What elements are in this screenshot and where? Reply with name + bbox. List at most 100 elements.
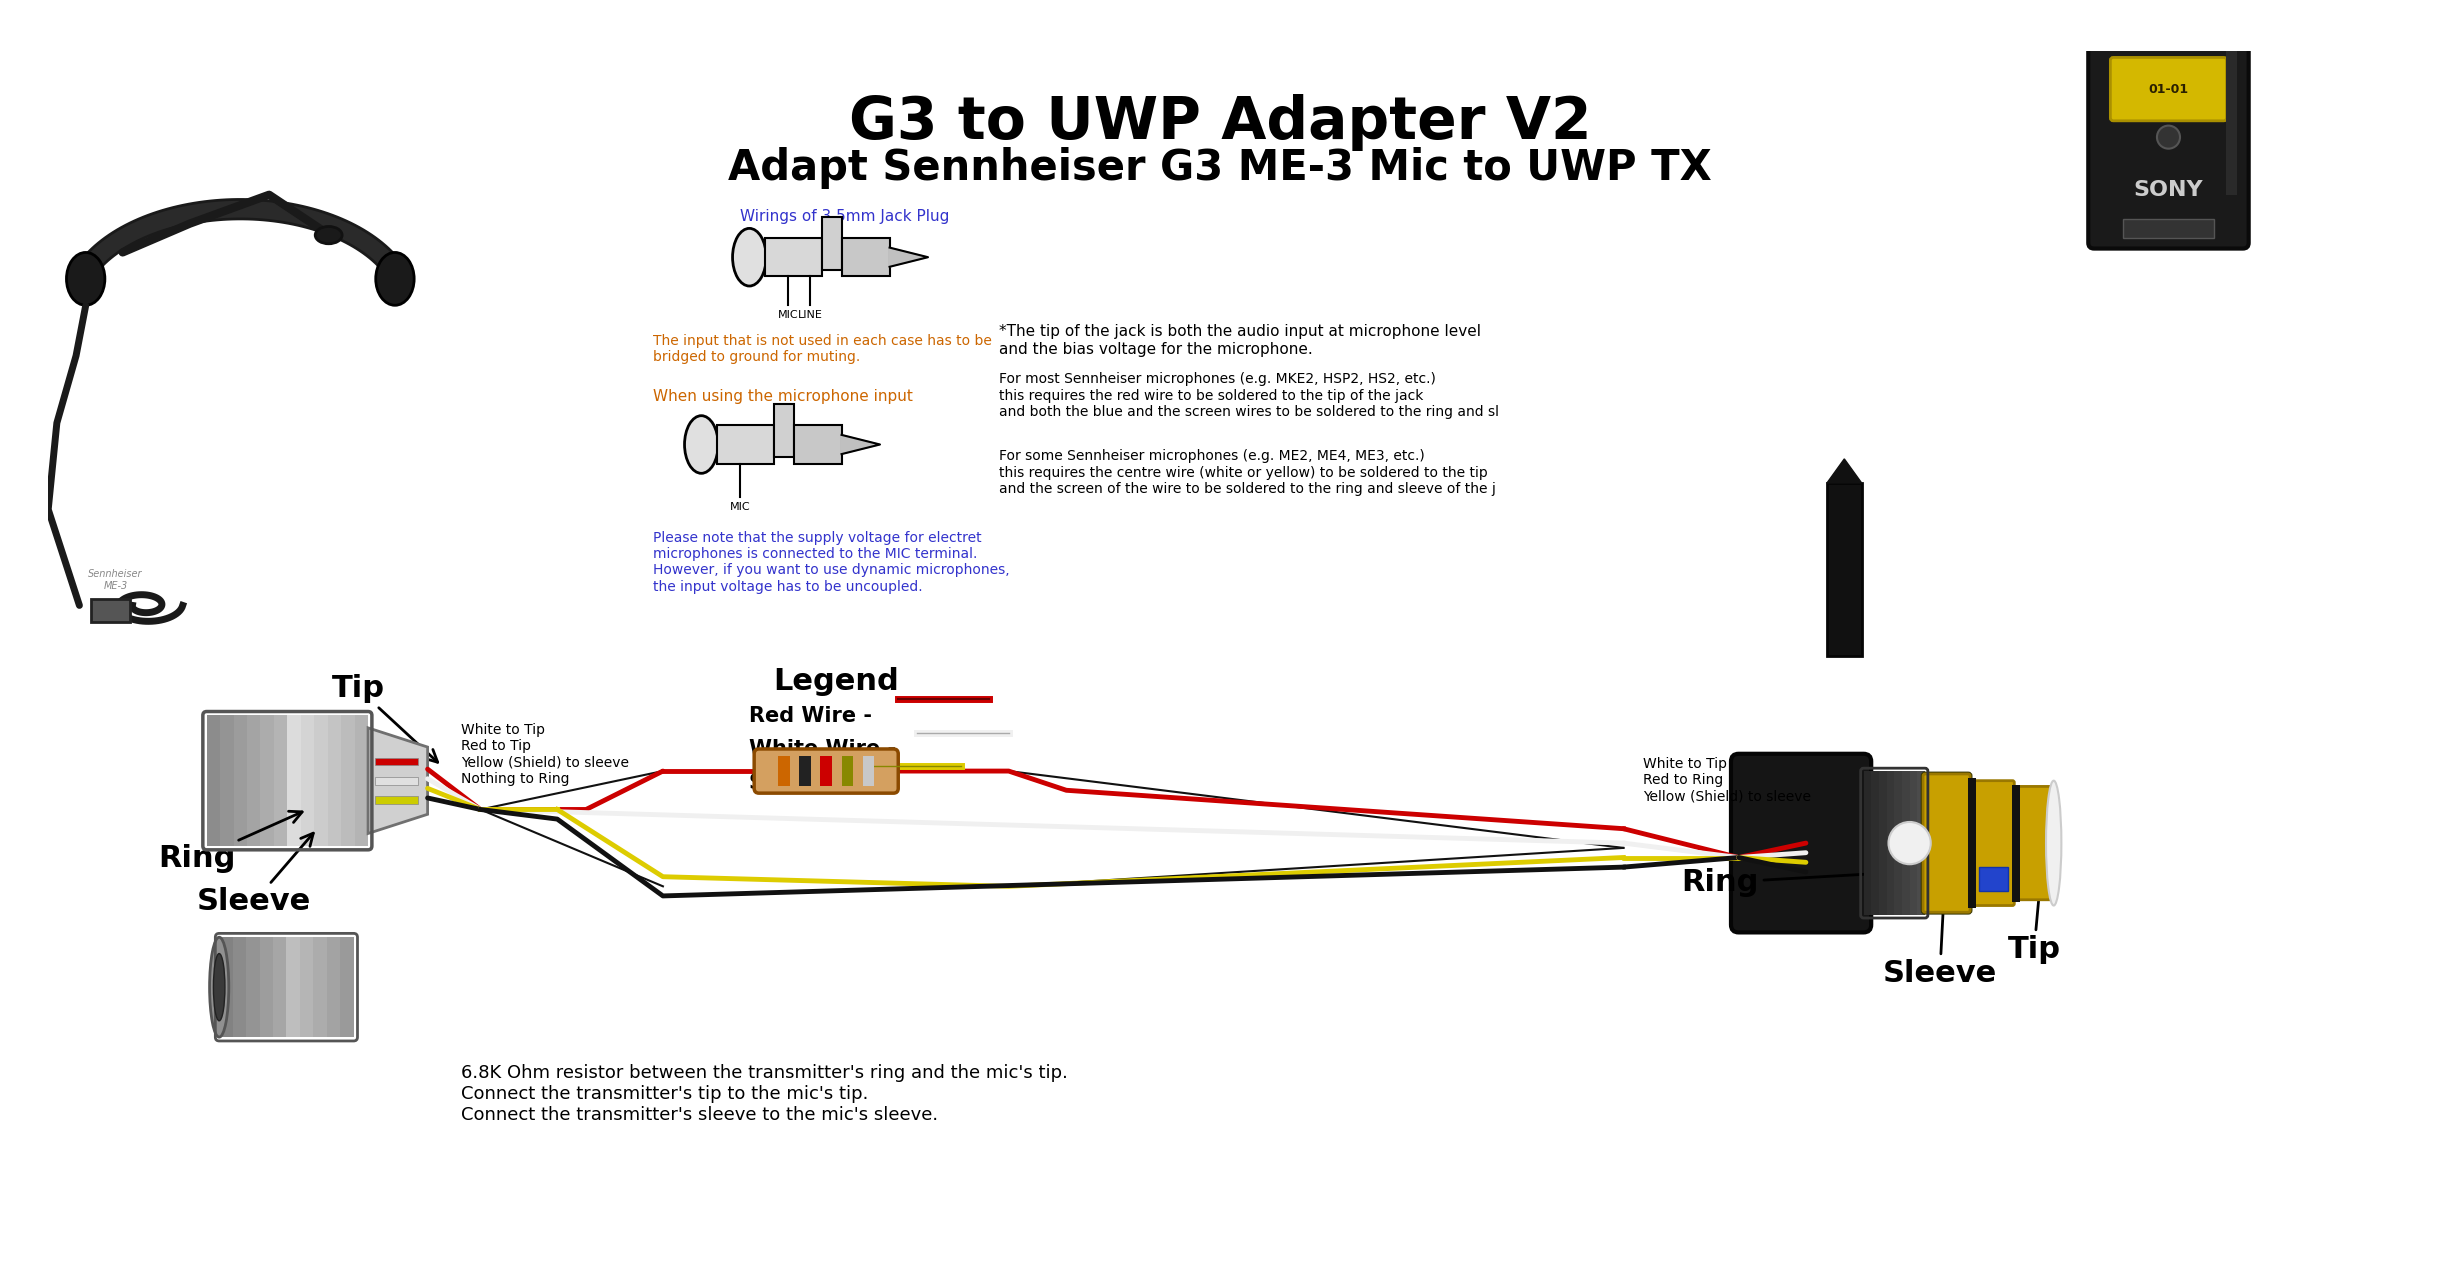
Text: Legend: Legend bbox=[773, 667, 898, 697]
Bar bbox=[342, 716, 354, 845]
Bar bbox=[1879, 771, 1886, 915]
Bar bbox=[312, 937, 327, 1037]
Bar bbox=[300, 937, 312, 1037]
Text: The input that is not used in each case has to be
bridged to ground for muting.: The input that is not used in each case … bbox=[654, 334, 993, 364]
Text: *The tip of the jack is both the audio input at microphone level
and the bias vo: *The tip of the jack is both the audio i… bbox=[998, 325, 1481, 357]
Text: Wirings of 3.5mm Jack Plug: Wirings of 3.5mm Jack Plug bbox=[739, 209, 949, 225]
Bar bbox=[842, 756, 854, 786]
Ellipse shape bbox=[210, 937, 229, 1037]
Ellipse shape bbox=[212, 953, 224, 1021]
Bar bbox=[234, 716, 246, 845]
Bar bbox=[800, 756, 810, 786]
Circle shape bbox=[1889, 822, 1930, 865]
Bar bbox=[285, 937, 300, 1037]
Bar bbox=[327, 937, 339, 1037]
Bar bbox=[339, 937, 354, 1037]
Bar bbox=[773, 404, 793, 457]
Polygon shape bbox=[368, 727, 427, 834]
Text: 6.8K Ohm Resistor: 6.8K Ohm Resistor bbox=[756, 752, 898, 767]
Text: Please note that the supply voltage for electret
microphones is connected to the: Please note that the supply voltage for … bbox=[654, 531, 1010, 594]
Bar bbox=[1969, 777, 1976, 908]
Bar bbox=[820, 756, 832, 786]
Bar bbox=[778, 756, 791, 786]
Bar bbox=[90, 599, 129, 622]
FancyBboxPatch shape bbox=[1974, 780, 2015, 906]
Bar bbox=[273, 937, 285, 1037]
Bar bbox=[2225, 22, 2237, 195]
Bar bbox=[1828, 482, 1862, 656]
Text: Ring: Ring bbox=[159, 811, 303, 874]
Bar bbox=[864, 756, 874, 786]
Bar bbox=[842, 237, 891, 276]
Text: Sennheiser
ME-3: Sennheiser ME-3 bbox=[88, 570, 142, 591]
Bar bbox=[288, 716, 300, 845]
Ellipse shape bbox=[315, 227, 342, 244]
Bar bbox=[2123, 219, 2213, 237]
Bar bbox=[376, 776, 417, 784]
Text: G3 to UWP Adapter V2: G3 to UWP Adapter V2 bbox=[849, 94, 1591, 151]
Text: MIC: MIC bbox=[778, 310, 798, 319]
Bar bbox=[220, 716, 234, 845]
Bar bbox=[261, 716, 273, 845]
Bar bbox=[207, 716, 220, 845]
Text: Ring: Ring bbox=[1681, 862, 1984, 897]
Text: 6.8K Ohm resistor between the transmitter's ring and the mic's tip.
Connect the : 6.8K Ohm resistor between the transmitte… bbox=[461, 1064, 1069, 1124]
Bar bbox=[273, 716, 288, 845]
Bar bbox=[376, 795, 417, 803]
Ellipse shape bbox=[66, 253, 105, 305]
Bar bbox=[1901, 771, 1911, 915]
Bar bbox=[1911, 771, 1918, 915]
Text: Sleeve: Sleeve bbox=[1884, 878, 1996, 988]
Text: White Wire -: White Wire - bbox=[749, 739, 895, 760]
Bar bbox=[1979, 867, 2008, 892]
Bar bbox=[2098, 0, 2237, 13]
Bar bbox=[220, 937, 232, 1037]
Bar bbox=[315, 716, 327, 845]
Bar bbox=[1871, 771, 1879, 915]
FancyBboxPatch shape bbox=[2089, 0, 2250, 249]
Text: Shield -: Shield - bbox=[749, 772, 839, 793]
Text: For most Sennheiser microphones (e.g. MKE2, HSP2, HS2, etc.)
this requires the r: For most Sennheiser microphones (e.g. MK… bbox=[998, 372, 1498, 418]
Text: White to Tip
Red to Tip
Yellow (Shield) to sleeve
Nothing to Ring: White to Tip Red to Tip Yellow (Shield) … bbox=[461, 724, 630, 785]
Bar bbox=[327, 716, 342, 845]
Bar bbox=[793, 425, 842, 463]
Text: MIC: MIC bbox=[730, 502, 749, 512]
Text: SONY: SONY bbox=[2133, 180, 2203, 200]
Bar bbox=[717, 425, 773, 463]
Bar bbox=[2013, 784, 2020, 902]
Text: For some Sennheiser microphones (e.g. ME2, ME4, ME3, etc.)
this requires the cen: For some Sennheiser microphones (e.g. ME… bbox=[998, 449, 1496, 495]
Bar bbox=[232, 937, 246, 1037]
FancyBboxPatch shape bbox=[1923, 772, 1972, 913]
Ellipse shape bbox=[686, 416, 717, 473]
Polygon shape bbox=[1828, 459, 1862, 482]
Ellipse shape bbox=[2047, 780, 2062, 906]
FancyBboxPatch shape bbox=[1923, 774, 1969, 912]
Bar bbox=[1864, 771, 1871, 915]
Bar bbox=[1893, 771, 1901, 915]
Bar bbox=[376, 758, 417, 765]
Ellipse shape bbox=[376, 253, 415, 305]
Text: 01-01: 01-01 bbox=[2147, 82, 2189, 96]
Text: When using the microphone input: When using the microphone input bbox=[654, 389, 913, 404]
Text: LINE: LINE bbox=[798, 310, 822, 319]
FancyBboxPatch shape bbox=[754, 749, 898, 793]
Text: Tip: Tip bbox=[2008, 878, 2062, 965]
FancyBboxPatch shape bbox=[2018, 786, 2054, 899]
Text: Adapt Sennheiser G3 ME-3 Mic to UWP TX: Adapt Sennheiser G3 ME-3 Mic to UWP TX bbox=[727, 146, 1713, 189]
Bar bbox=[246, 937, 259, 1037]
Bar bbox=[764, 237, 822, 276]
Bar bbox=[246, 716, 261, 845]
Bar bbox=[354, 716, 368, 845]
Polygon shape bbox=[891, 248, 927, 267]
Text: Tip: Tip bbox=[332, 674, 437, 762]
Text: White to Tip
Red to Ring
Yellow (Shield) to sleeve: White to Tip Red to Ring Yellow (Shield)… bbox=[1642, 757, 1810, 803]
Bar bbox=[259, 937, 273, 1037]
Bar bbox=[822, 217, 842, 269]
FancyBboxPatch shape bbox=[2111, 58, 2228, 121]
Circle shape bbox=[2157, 126, 2179, 149]
Bar bbox=[1886, 771, 1893, 915]
Bar bbox=[300, 716, 315, 845]
FancyBboxPatch shape bbox=[1730, 754, 1871, 933]
Polygon shape bbox=[842, 435, 881, 454]
Text: Sleeve: Sleeve bbox=[198, 833, 312, 916]
